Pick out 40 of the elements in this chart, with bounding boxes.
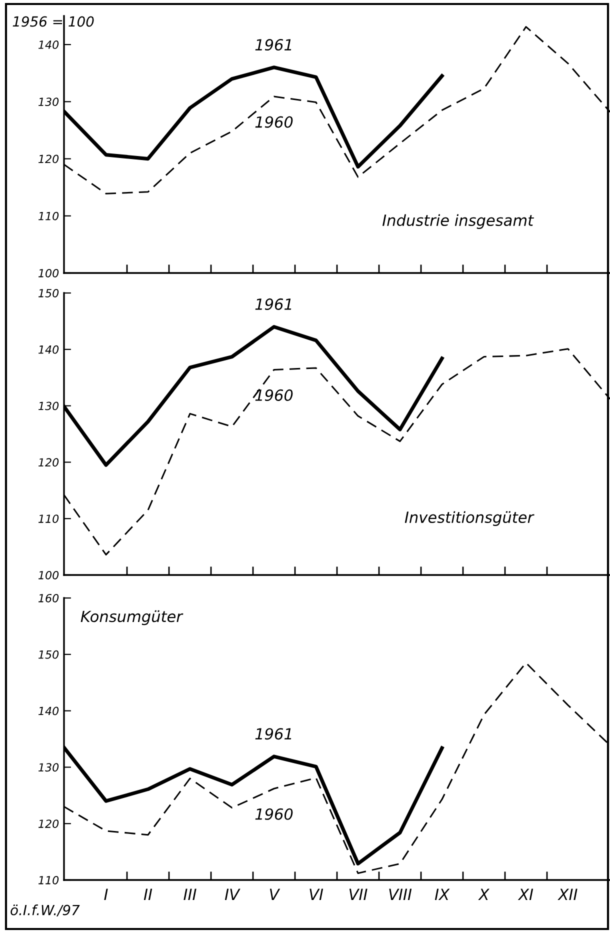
series-label: 1960 <box>255 808 293 820</box>
x-tick-label: IV <box>224 888 240 900</box>
y-tick-label: 120 <box>38 820 59 828</box>
y-tick-label: 110 <box>38 876 59 884</box>
text: ö.I.f.W./97 <box>10 904 80 916</box>
x-tick-label: I <box>104 888 108 900</box>
series-label: 1961 <box>255 38 292 51</box>
series-label: 1960 <box>255 116 293 128</box>
y-tick-label: 100 <box>38 570 59 580</box>
x-tick-label: X <box>478 888 490 900</box>
y-tick-label: 100 <box>38 268 59 278</box>
x-tick-label: VII <box>349 888 368 900</box>
y-tick-label: 140 <box>38 345 59 354</box>
x-tick-label: V <box>270 888 280 900</box>
x-tick-label: VIII <box>389 888 412 900</box>
text: Industrie insgesamt <box>382 214 534 229</box>
y-tick-label: 130 <box>38 98 59 106</box>
y-tick-label: 150 <box>38 650 59 659</box>
x-tick-label: III <box>184 888 196 900</box>
y-tick-label: 110 <box>38 514 59 523</box>
x-tick-label: VI <box>310 888 324 900</box>
series-label: 1960 <box>255 389 293 401</box>
y-tick-label: 150 <box>38 288 59 298</box>
series-label: 1961 <box>255 298 292 310</box>
text: Investitionsgüter <box>404 511 534 526</box>
x-tick-label: II <box>144 888 152 900</box>
x-tick-label: XI <box>518 888 534 900</box>
y-tick-label: 120 <box>38 154 59 164</box>
text: Konsumgüter <box>80 610 184 626</box>
y-tick-label: 110 <box>38 212 59 220</box>
y-axis-title: 1956 = 100 <box>12 16 94 27</box>
y-tick-label: 130 <box>38 763 59 772</box>
x-tick-label: XII <box>558 888 578 900</box>
series-label: 1961 <box>255 728 292 740</box>
y-tick-label: 120 <box>38 458 59 467</box>
x-tick-label: IX <box>434 888 450 900</box>
y-tick-label: 140 <box>38 40 59 49</box>
y-tick-label: 140 <box>38 706 59 716</box>
y-tick-label: 130 <box>38 402 59 410</box>
y-tick-label: 160 <box>38 594 59 602</box>
